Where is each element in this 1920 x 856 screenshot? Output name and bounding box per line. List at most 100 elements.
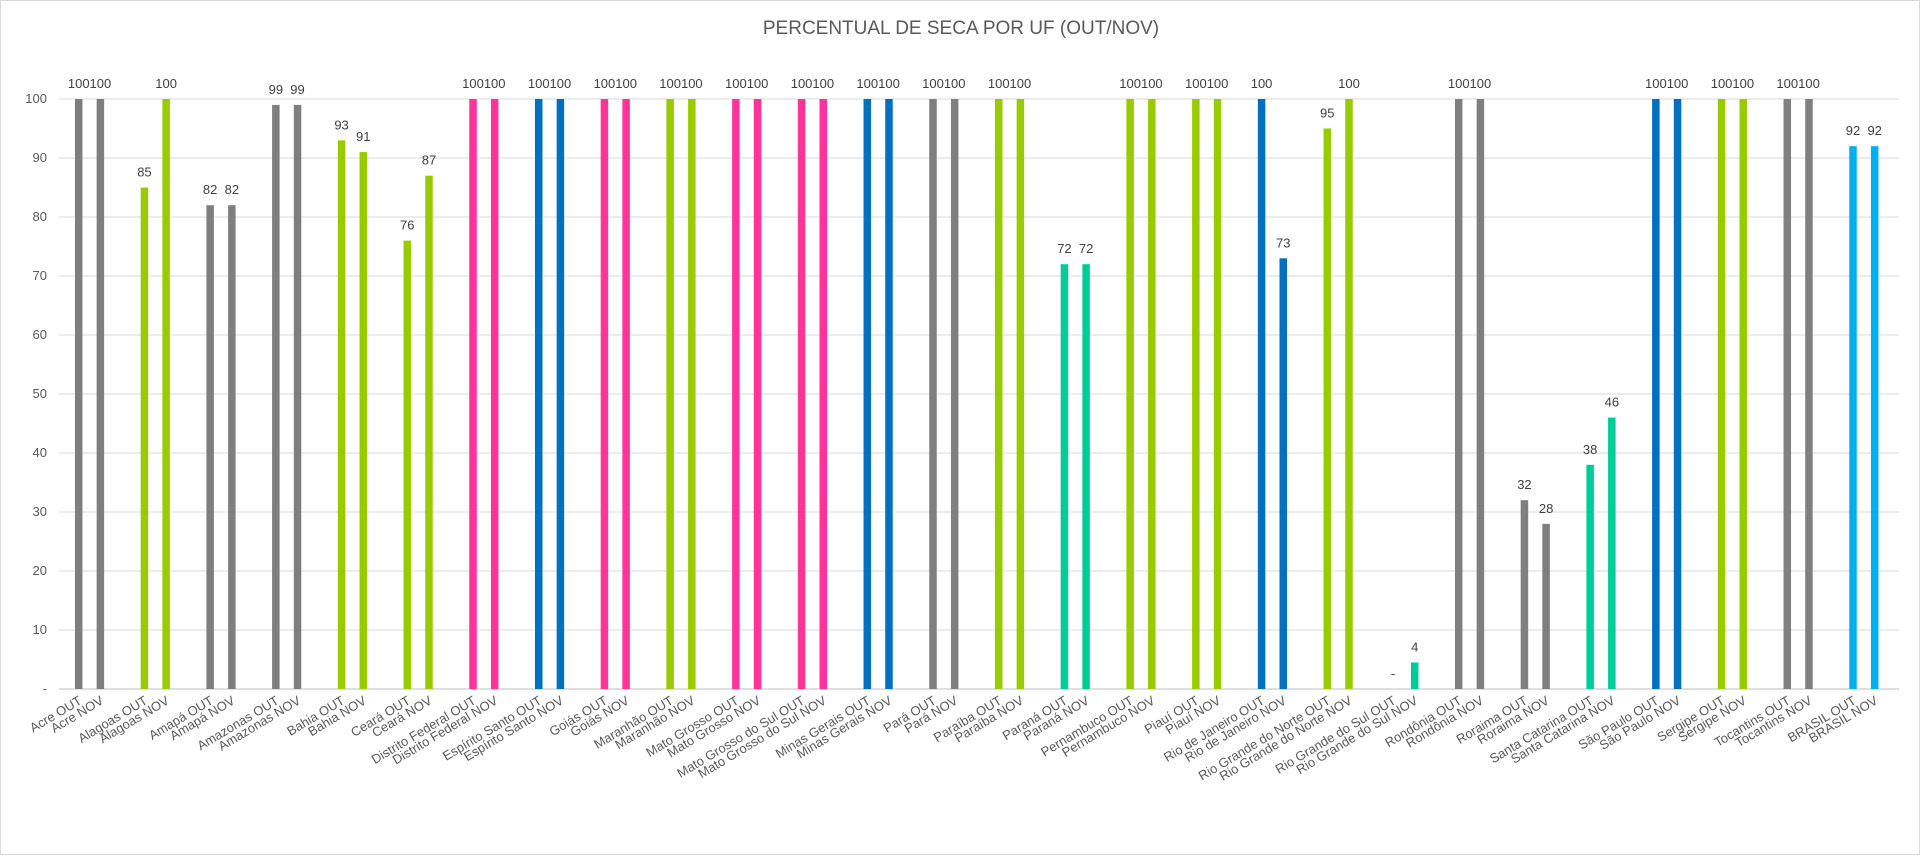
data-label: 100 bbox=[878, 76, 900, 91]
data-label: 46 bbox=[1605, 395, 1619, 410]
bar bbox=[1849, 146, 1857, 689]
bar bbox=[140, 187, 149, 689]
bar bbox=[732, 99, 740, 689]
data-label: 100 bbox=[1141, 76, 1163, 91]
data-label: 100 bbox=[1732, 76, 1754, 91]
data-label: 100 bbox=[791, 76, 813, 91]
data-label: 87 bbox=[422, 153, 436, 168]
data-label: 100 bbox=[1776, 76, 1798, 91]
data-label: 72 bbox=[1079, 241, 1093, 256]
bar bbox=[1608, 417, 1616, 689]
data-label: 99 bbox=[290, 82, 304, 97]
data-label: 28 bbox=[1539, 501, 1553, 516]
data-label: 100 bbox=[988, 76, 1010, 91]
data-label: 99 bbox=[269, 82, 283, 97]
bar bbox=[950, 99, 959, 689]
bar bbox=[556, 99, 565, 689]
data-label: 100 bbox=[1119, 76, 1141, 91]
bar bbox=[863, 99, 872, 689]
gridlines bbox=[59, 98, 1899, 690]
data-label: 100 bbox=[1798, 76, 1820, 91]
data-label: 100 bbox=[615, 76, 637, 91]
data-label: 100 bbox=[1711, 76, 1733, 91]
bar bbox=[1410, 662, 1419, 689]
bar bbox=[797, 99, 806, 689]
bar bbox=[74, 99, 83, 689]
bar bbox=[162, 99, 170, 689]
bar bbox=[622, 99, 630, 689]
data-label: 85 bbox=[137, 165, 151, 180]
bar bbox=[819, 99, 828, 689]
bar bbox=[1805, 99, 1813, 689]
chart-title: PERCENTUAL DE SECA POR UF (OUT/NOV) bbox=[763, 18, 1159, 39]
data-label: - bbox=[1391, 666, 1395, 681]
data-label: 100 bbox=[1448, 76, 1470, 91]
data-label: 100 bbox=[725, 76, 747, 91]
y-tick-label: 100 bbox=[25, 91, 47, 106]
data-label: 100 bbox=[812, 76, 834, 91]
bar bbox=[1520, 500, 1529, 689]
bar bbox=[929, 99, 937, 689]
bar bbox=[534, 99, 543, 689]
y-tick-label: 40 bbox=[33, 445, 47, 460]
data-label: 100 bbox=[856, 76, 878, 91]
data-label: 100 bbox=[681, 76, 703, 91]
y-tick-label: 90 bbox=[33, 150, 47, 165]
bar bbox=[425, 175, 433, 689]
bar bbox=[1279, 258, 1288, 689]
bar bbox=[753, 99, 762, 689]
data-label: 100 bbox=[594, 76, 616, 91]
bar bbox=[1870, 146, 1879, 689]
y-tick-label: 50 bbox=[33, 386, 47, 401]
data-label: 100 bbox=[659, 76, 681, 91]
bar bbox=[228, 205, 236, 689]
y-tick-label: 80 bbox=[33, 209, 47, 224]
data-label: 38 bbox=[1583, 442, 1597, 457]
data-label: 100 bbox=[922, 76, 944, 91]
bar bbox=[1060, 264, 1069, 689]
y-tick-label: 20 bbox=[33, 563, 47, 578]
data-label: 100 bbox=[1645, 76, 1667, 91]
bar bbox=[490, 99, 499, 689]
data-label: 76 bbox=[400, 218, 414, 233]
y-tick-label: 30 bbox=[33, 504, 47, 519]
data-label: 95 bbox=[1320, 106, 1334, 121]
bar bbox=[337, 140, 346, 690]
y-tick-label: 70 bbox=[33, 268, 47, 283]
bar bbox=[293, 104, 302, 689]
bar bbox=[1323, 128, 1332, 689]
data-label: 100 bbox=[1470, 76, 1492, 91]
bars bbox=[74, 99, 1879, 690]
bar bbox=[469, 99, 477, 689]
bar bbox=[1673, 99, 1682, 689]
data-label: 72 bbox=[1057, 241, 1071, 256]
bar bbox=[1345, 99, 1353, 689]
data-label: 91 bbox=[356, 129, 370, 144]
data-label: 100 bbox=[462, 76, 484, 91]
data-label: 100 bbox=[155, 76, 177, 91]
y-tick-label: 10 bbox=[33, 622, 47, 637]
data-label: 100 bbox=[528, 76, 550, 91]
bar bbox=[1717, 99, 1726, 689]
bar bbox=[206, 205, 214, 689]
data-label: 100 bbox=[747, 76, 769, 91]
bar bbox=[994, 99, 1003, 689]
data-label: 92 bbox=[1867, 123, 1881, 138]
bar bbox=[403, 240, 412, 689]
bar bbox=[359, 152, 368, 690]
bar bbox=[1148, 99, 1156, 689]
data-label: 100 bbox=[1667, 76, 1689, 91]
data-label: 100 bbox=[1207, 76, 1229, 91]
bar bbox=[1739, 99, 1748, 689]
data-label: 100 bbox=[90, 76, 112, 91]
bar bbox=[1652, 99, 1660, 689]
data-label: 93 bbox=[334, 117, 348, 132]
y-tick-label: - bbox=[43, 681, 47, 696]
bar bbox=[1016, 99, 1025, 689]
bar bbox=[1783, 99, 1792, 689]
y-axis-ticks: - 10 20 30 40 50 60 70 80 90 100 bbox=[25, 91, 47, 696]
bar bbox=[96, 99, 105, 689]
